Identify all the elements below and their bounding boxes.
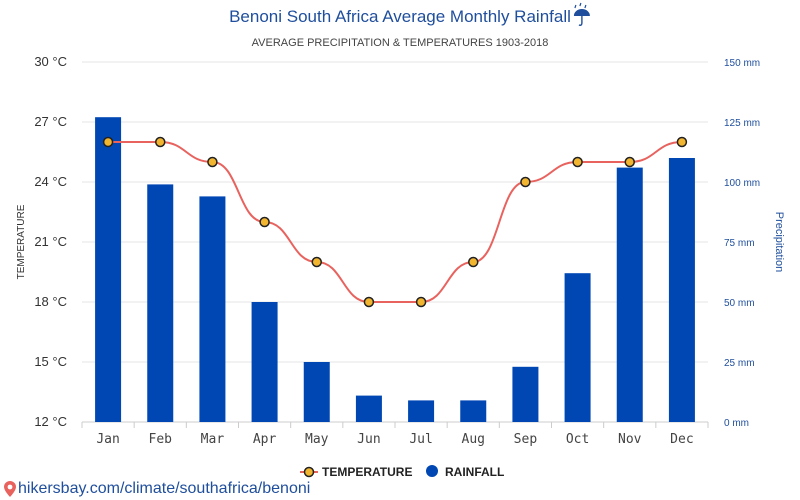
rainfall-bar[interactable] [303,362,330,422]
rainfall-bar[interactable] [95,117,122,422]
x-tick-label: Apr [253,432,277,447]
y-left-tick-label: 27 °C [34,114,67,129]
y-right-tick-label: 0 mm [724,418,749,429]
temperature-line [108,141,682,303]
umbrella-canopy [573,9,590,16]
legend-item-rainfall[interactable]: RAINFALL [426,465,504,479]
temperature-point[interactable] [468,256,479,268]
temperature-points [102,136,688,308]
legend-temperature-label: TEMPERATURE [322,465,412,479]
legend-temperature-marker [303,466,315,478]
chart-title: Benoni South Africa Average Monthly Rain… [229,7,571,26]
temperature-point[interactable] [520,176,531,188]
chart-subtitle: AVERAGE PRECIPITATION & TEMPERATURES 190… [252,37,549,49]
rainfall-bar[interactable] [460,400,487,422]
rainfall-bar[interactable] [668,158,695,422]
axis-ticks: 12 °C 0 mm 15 °C 25 mm 18 °C 50 mm 21 °C 75 mm 2… [34,54,760,447]
temperature-point[interactable] [155,136,166,148]
y-left-tick-label: 21 °C [34,234,67,249]
y-left-tick-label: 30 °C [34,54,67,69]
y-left-tick-label: 15 °C [34,354,67,369]
y-left-tick-label: 12 °C [34,414,67,429]
temperature-point[interactable] [363,296,375,308]
legend-rainfall-label: RAINFALL [445,465,504,479]
x-tick-label: Feb [149,432,173,447]
legend-item-temperature[interactable]: TEMPERATURE [300,465,412,479]
x-tick-label: Mar [201,432,225,447]
y-right-tick-label: 100 mm [724,178,760,189]
x-tick-label: Nov [618,432,642,447]
y-left-tick-label: 24 °C [34,174,67,189]
y-left-axis-label: TEMPERATURE [16,204,27,279]
x-tick-label: Jul [409,432,432,447]
temperature-point[interactable] [102,136,114,148]
y-right-tick-label: 125 mm [724,118,760,129]
temperature-point[interactable] [572,156,583,168]
rainfall-bar[interactable] [512,366,539,422]
x-tick-label: Sep [514,432,538,447]
x-tick-label: Jun [357,432,380,447]
x-tick-label: Jan [96,432,119,447]
rain-drop [584,4,587,9]
y-right-tick-label: 75 mm [724,238,755,249]
footer: hikersbay.com/climate/southafrica/benoni [4,480,310,498]
legend-rainfall-marker [426,465,438,477]
rainfall-bar[interactable] [147,184,174,422]
temperature-point[interactable] [624,156,635,168]
temperature-point[interactable] [207,156,218,168]
rain-drop [579,2,582,7]
y-right-tick-label: 150 mm [724,58,760,69]
x-tick-label: Dec [670,432,693,447]
rainfall-bar[interactable] [564,273,591,422]
temperature-point[interactable] [676,136,688,148]
y-right-axis-label: Precipitation [773,212,785,273]
location-pin-icon [4,481,16,497]
rainfall-bar[interactable] [251,302,278,422]
footer-link[interactable]: hikersbay.com/climate/southafrica/benoni [18,480,311,497]
umbrella-rain-icon [573,2,590,26]
umbrella-handle [578,16,583,26]
rainfall-bars [95,117,695,422]
y-left-tick-label: 18 °C [34,294,67,309]
rainfall-bar[interactable] [199,196,226,422]
legend: TEMPERATURE RAINFALL [300,465,504,479]
rainfall-bar[interactable] [408,400,435,422]
temperature-point[interactable] [415,296,427,308]
y-right-tick-label: 50 mm [724,298,755,309]
y-right-tick-label: 25 mm [724,358,755,369]
x-tick-label: Aug [462,432,485,447]
x-tick-label: Oct [566,432,589,447]
temperature-line-path [108,141,682,303]
grid-lines [81,61,709,428]
temperature-point[interactable] [259,216,270,228]
temperature-point[interactable] [311,256,322,268]
x-tick-label: May [305,432,329,447]
rainfall-bar[interactable] [355,395,382,422]
rain-drop [574,4,577,9]
rainfall-bar[interactable] [616,167,643,422]
